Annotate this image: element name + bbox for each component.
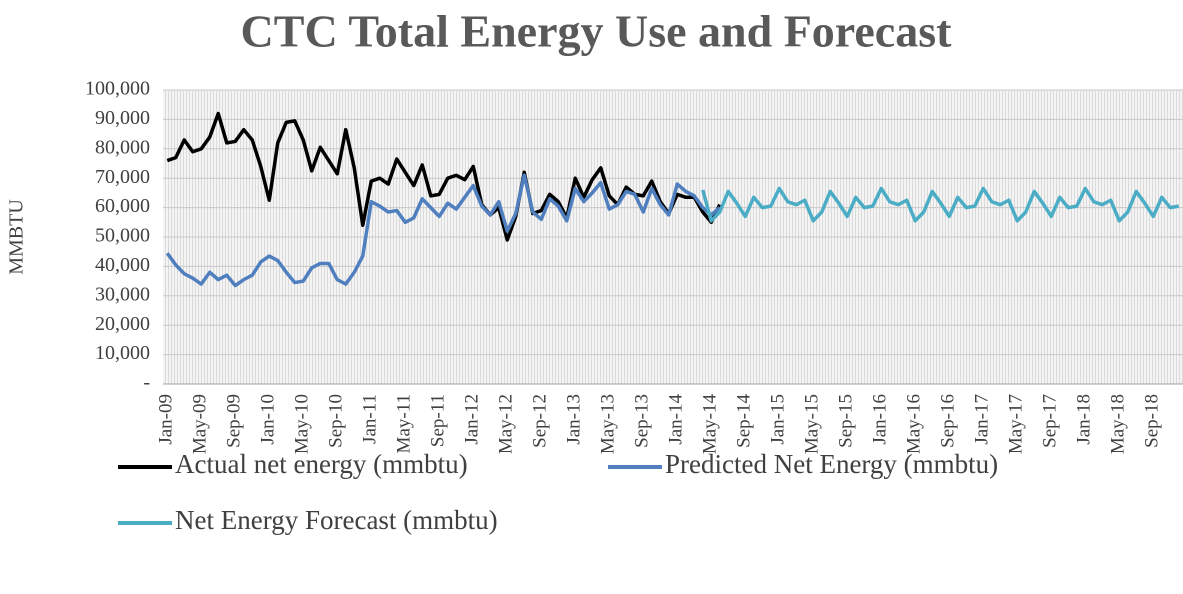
y-tick-label: 10,000 [95, 342, 150, 364]
y-tick-label: 50,000 [95, 225, 150, 247]
x-tick-label: May-16 [904, 394, 925, 454]
x-tick-label: May-18 [1108, 394, 1129, 454]
y-tick-label: 40,000 [95, 254, 150, 276]
series-line [166, 111, 722, 242]
x-tick-label: Sep-14 [734, 394, 755, 448]
x-tick-label: Sep-15 [836, 394, 857, 448]
x-tick-label: Jan-11 [360, 394, 381, 444]
y-axis-label: MMBTU [6, 199, 28, 275]
x-tick-label: Sep-18 [1142, 394, 1163, 448]
chart-title: CTC Total Energy Use and Forecast [241, 6, 953, 57]
x-tick-label: May-12 [496, 394, 517, 454]
x-tick-label: May-10 [292, 394, 313, 454]
y-tick-label: 80,000 [95, 136, 150, 158]
legend-label: Net Energy Forecast (mmbtu) [175, 505, 498, 535]
x-tick-label: Sep-10 [326, 394, 347, 448]
x-tick-label: May-13 [598, 394, 619, 454]
y-tick-label: 20,000 [95, 313, 150, 335]
x-tick-label: Jan-12 [462, 394, 483, 445]
x-tick-label: Sep-13 [632, 394, 653, 448]
legend-label: Actual net energy (mmbtu) [175, 449, 468, 479]
x-tick-label: Jan-14 [666, 394, 687, 445]
x-tick-label: Sep-17 [1040, 394, 1061, 448]
series-line [701, 186, 1180, 223]
x-tick-label: Sep-09 [224, 394, 245, 448]
x-tick-label: May-09 [190, 394, 211, 454]
x-tick-label: Jan-15 [768, 394, 789, 445]
y-tick-label: 100,000 [85, 78, 150, 100]
x-tick-label: Jan-17 [972, 394, 993, 445]
x-tick-label: Sep-11 [428, 394, 449, 447]
y-tick-label: 60,000 [95, 195, 150, 217]
x-tick-label: Jan-18 [1074, 394, 1095, 445]
y-tick-label: - [143, 372, 150, 394]
x-tick-label: May-15 [802, 394, 823, 454]
x-tick-label: Sep-16 [938, 394, 959, 448]
x-tick-label: Jan-16 [870, 394, 891, 445]
x-tick-label: Jan-09 [156, 394, 177, 445]
x-tick-label: Jan-13 [564, 394, 585, 445]
x-tick-label: May-11 [394, 394, 415, 453]
y-tick-label: 90,000 [95, 107, 150, 129]
x-tick-label: May-14 [700, 394, 721, 455]
x-tick-label: Jan-10 [258, 394, 279, 445]
y-tick-label: 70,000 [95, 166, 150, 188]
series-line [165, 173, 721, 288]
x-tick-label: May-17 [1006, 394, 1027, 454]
x-tick-label: Sep-12 [530, 394, 551, 448]
y-tick-label: 30,000 [95, 283, 150, 305]
legend-label: Predicted Net Energy (mmbtu) [665, 449, 998, 479]
